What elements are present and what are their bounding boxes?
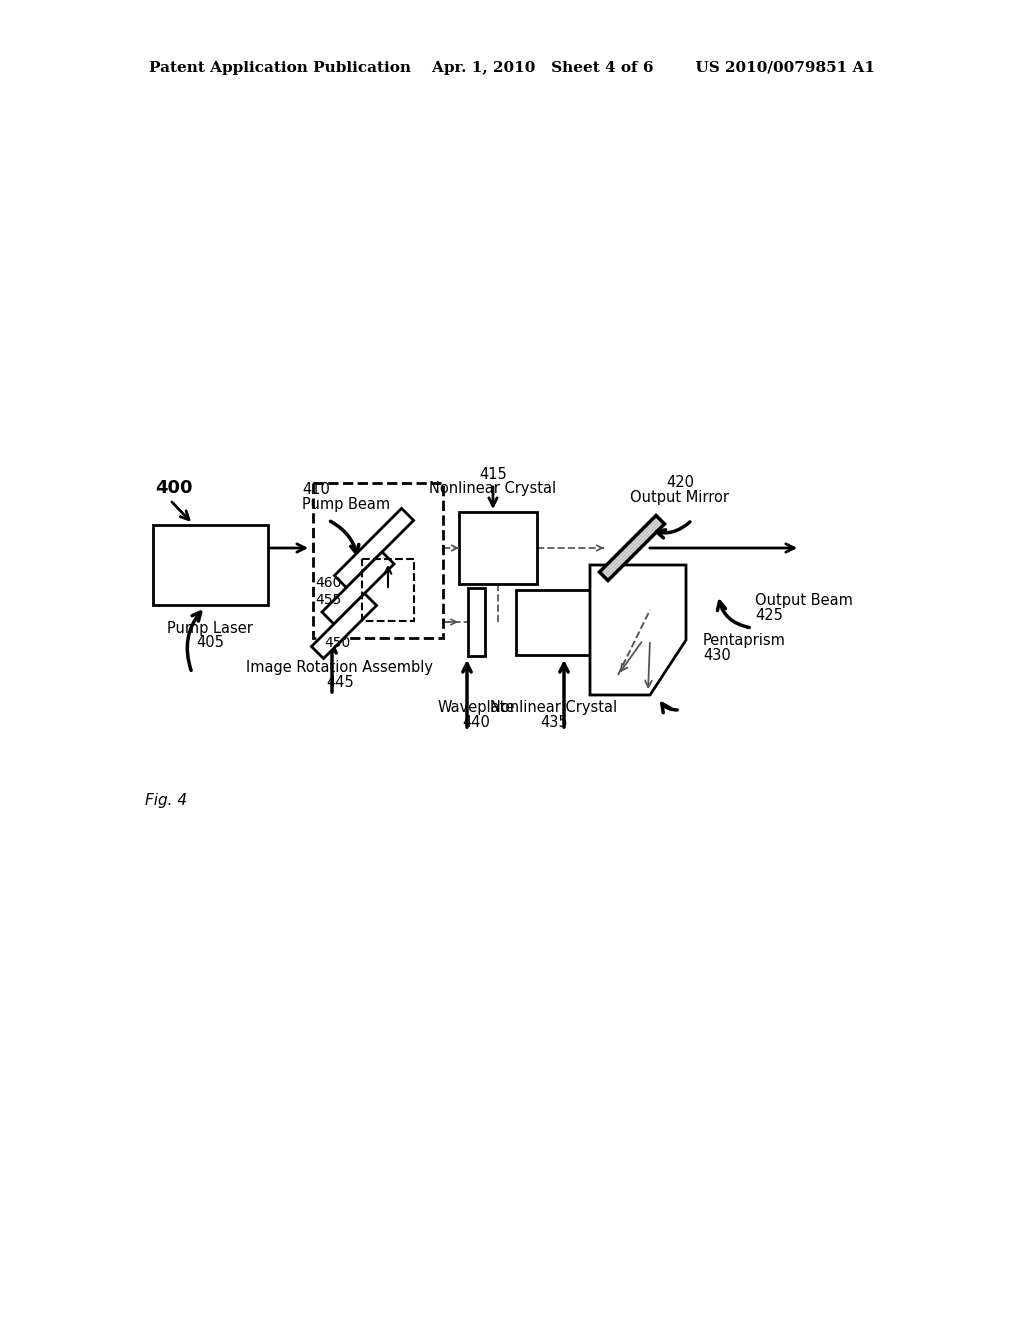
Text: Fig. 4: Fig. 4 [145, 792, 187, 808]
Text: Output Mirror: Output Mirror [631, 490, 729, 506]
Bar [516, 590, 592, 655]
Polygon shape [335, 508, 414, 587]
Bar [313, 483, 443, 638]
Text: 405: 405 [196, 635, 224, 649]
Text: 410: 410 [302, 483, 330, 498]
Bar [362, 558, 414, 620]
Text: Pump Laser: Pump Laser [167, 620, 253, 636]
Text: 440: 440 [462, 715, 489, 730]
Text: 445: 445 [326, 675, 354, 690]
Text: Pump Beam: Pump Beam [302, 498, 390, 512]
Text: 420: 420 [666, 475, 694, 490]
Bar [468, 587, 484, 656]
Text: Waveplate: Waveplate [437, 700, 515, 715]
Text: Patent Application Publication    Apr. 1, 2010   Sheet 4 of 6        US 2010/007: Patent Application Publication Apr. 1, 2… [150, 61, 874, 75]
Text: Image Rotation Assembly: Image Rotation Assembly [247, 660, 433, 675]
Text: 435: 435 [541, 715, 568, 730]
Bar [153, 525, 267, 605]
Bar [459, 512, 537, 583]
Text: 415: 415 [479, 467, 507, 482]
Polygon shape [322, 552, 394, 624]
Text: 430: 430 [703, 648, 731, 663]
Text: Output Beam: Output Beam [755, 593, 853, 607]
Text: Nonlinear Crystal: Nonlinear Crystal [490, 700, 617, 715]
Polygon shape [311, 594, 377, 659]
Polygon shape [590, 565, 686, 696]
Text: 460: 460 [315, 576, 341, 590]
Text: 400: 400 [155, 479, 193, 498]
Text: Pentaprism: Pentaprism [703, 632, 785, 648]
Polygon shape [599, 516, 665, 581]
Text: 425: 425 [755, 609, 783, 623]
Text: 455: 455 [315, 593, 341, 607]
Text: 450: 450 [324, 636, 350, 649]
Text: Nonlinear Crystal: Nonlinear Crystal [429, 480, 557, 496]
